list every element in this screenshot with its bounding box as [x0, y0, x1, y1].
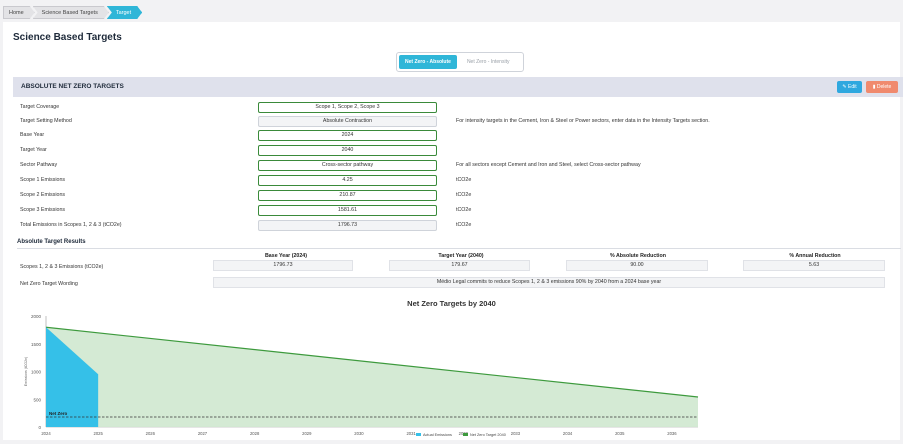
- legend-label-target: Net Zero Target 2040: [470, 433, 506, 437]
- x-tick-label: 2026: [146, 431, 156, 436]
- edit-button[interactable]: ✎ Edit: [837, 81, 862, 93]
- sector-pathway-field[interactable]: Cross-sector pathway: [258, 160, 437, 171]
- breadcrumb: Home Science Based Targets Target: [3, 5, 140, 20]
- base-year-label: Base Year: [20, 132, 45, 138]
- scope3-field[interactable]: 1581.61: [258, 205, 437, 216]
- scope1-field[interactable]: 4.25: [258, 175, 437, 186]
- y-axis-label: Emissions (tCO2e): [24, 357, 28, 386]
- target-year-label: Target Year: [20, 147, 47, 153]
- total-emissions-unit: tCO2e: [456, 222, 472, 228]
- x-tick-label: 2025: [93, 431, 103, 436]
- tab-net-zero-intensity[interactable]: Net Zero - Intensity: [466, 59, 510, 65]
- target-coverage-label: Target Coverage: [20, 104, 60, 110]
- y-tick-label: 1500: [31, 342, 42, 347]
- target-setting-method-note: For intensity targets in the Cement, Iro…: [456, 118, 710, 124]
- chart-title: Net Zero Targets by 2040: [407, 299, 496, 308]
- y-tick-label: 500: [33, 397, 41, 402]
- wording-label: Net Zero Target Wording: [20, 281, 78, 287]
- tab-net-zero-absolute[interactable]: Net Zero - Absolute: [399, 55, 457, 69]
- y-tick-label: 1000: [31, 370, 42, 375]
- x-tick-label: 2027: [198, 431, 208, 436]
- wording-text: Médio Legal commits to reduce Scopes 1, …: [213, 277, 885, 288]
- x-tick-label: 2033: [511, 431, 521, 436]
- target-type-toggle: Net Zero - Absolute Net Zero - Intensity: [396, 52, 524, 72]
- legend-swatch-target: [463, 433, 468, 436]
- target-setting-method-field: Absolute Contraction: [258, 116, 437, 127]
- col-annual-reduction: % Annual Reduction: [789, 253, 841, 259]
- results-title: Absolute Target Results: [17, 239, 86, 245]
- scope1-unit: tCO2e: [456, 177, 472, 183]
- legend-label-actual: Actual Emissions: [423, 433, 452, 437]
- col-base-year: Base Year (2024): [264, 253, 307, 259]
- total-emissions-field: 1796.73: [258, 220, 437, 231]
- breadcrumb-target: Target: [107, 6, 142, 19]
- breadcrumb-science-based-targets[interactable]: Science Based Targets: [33, 6, 109, 19]
- emissions-chart: 0 500 1000 1500 2000 Emissions (tCO2e) 2024 202…: [24, 314, 699, 437]
- y-tick-label: 2000: [31, 314, 42, 319]
- delete-button[interactable]: ▮ Delete: [866, 81, 898, 93]
- page-title: Science Based Targets: [13, 32, 122, 43]
- scope3-label: Scope 3 Emissions: [20, 207, 66, 213]
- x-tick-label: 2036: [667, 431, 677, 436]
- col-target-year: Target Year (2040): [438, 253, 484, 259]
- target-year-field[interactable]: 2040: [258, 145, 437, 156]
- scope2-label: Scope 2 Emissions: [20, 192, 66, 198]
- scope3-unit: tCO2e: [456, 207, 472, 213]
- legend-swatch-actual: [416, 433, 421, 436]
- trash-icon: ▮: [872, 84, 877, 90]
- sector-pathway-label: Sector Pathway: [20, 162, 58, 168]
- target-year-emissions: 179.67: [389, 260, 530, 271]
- scope2-unit: tCO2e: [456, 192, 472, 198]
- col-absolute-reduction: % Absolute Reduction: [609, 253, 666, 259]
- breadcrumb-home[interactable]: Home: [3, 6, 35, 19]
- results-row-label: Scopes 1, 2 & 3 Emissions (tCO2e): [20, 264, 104, 270]
- page-content: Science Based Targets Net Zero - Absolut…: [3, 22, 903, 440]
- x-tick-label: 2029: [302, 431, 312, 436]
- delete-label: Delete: [876, 84, 892, 90]
- divider: [17, 248, 901, 249]
- base-year-emissions: 1796.73: [213, 260, 353, 271]
- section-title: ABSOLUTE NET ZERO TARGETS: [21, 83, 124, 90]
- x-tick-label: 2028: [250, 431, 260, 436]
- scope2-field[interactable]: 210.87: [258, 190, 437, 201]
- scope1-label: Scope 1 Emissions: [20, 177, 66, 183]
- target-line: [45, 326, 699, 398]
- y-tick-label: 0: [38, 425, 41, 430]
- target-coverage-field[interactable]: Scope 1, Scope 2, Scope 3: [258, 102, 437, 113]
- x-tick-label: 2031: [406, 431, 416, 436]
- x-tick-label: 2034: [563, 431, 573, 436]
- base-year-field[interactable]: 2024: [258, 130, 437, 141]
- absolute-reduction-value: 90.00: [566, 260, 708, 271]
- sector-pathway-note: For all sectors except Cement and Iron a…: [456, 162, 641, 168]
- actual-emissions-area: [46, 327, 99, 427]
- target-setting-method-label: Target Setting Method: [20, 118, 72, 124]
- annual-reduction-value: 5.63: [743, 260, 885, 271]
- x-tick-label: 2030: [354, 431, 364, 436]
- x-tick-label: 2024: [41, 431, 51, 436]
- net-zero-label: Net Zero: [49, 411, 68, 416]
- section-header: ABSOLUTE NET ZERO TARGETS ✎ Edit ▮ Delet…: [13, 77, 903, 97]
- pencil-icon: ✎: [842, 84, 848, 90]
- total-emissions-label: Total Emissions in Scopes 1, 2 & 3 (tCO2…: [20, 222, 122, 228]
- target-area: [46, 327, 698, 427]
- x-tick-label: 2035: [615, 431, 625, 436]
- edit-label: Edit: [847, 84, 857, 90]
